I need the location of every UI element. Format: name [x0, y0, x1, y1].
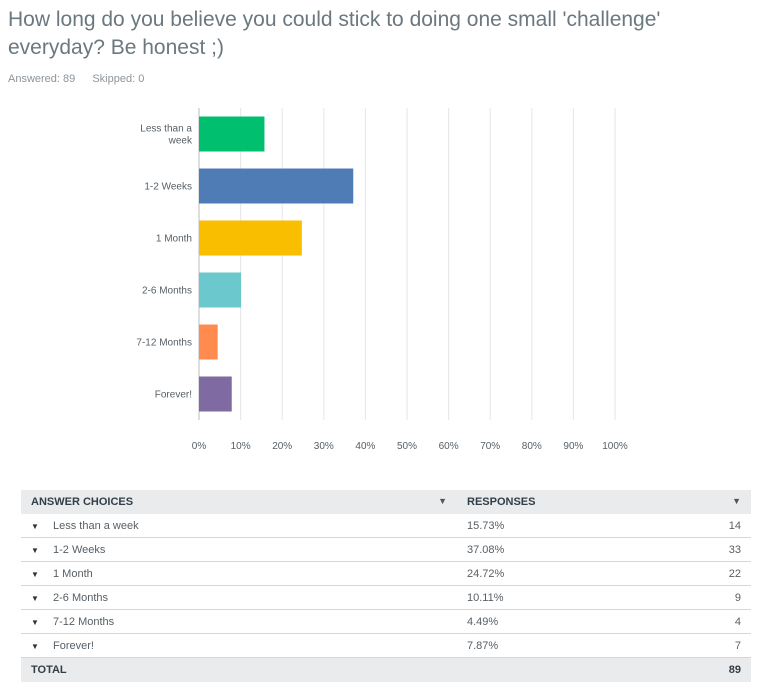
answer-choice-label: Less than a week	[53, 519, 139, 532]
category-label: Less than a	[140, 124, 192, 135]
expand-caret-icon[interactable]: ▼	[31, 569, 39, 579]
bar-chart: 0% 10% 20% 30% 40% 50% 60% 70% 80% 90% 100% Less th…	[136, 108, 628, 450]
total-row: TOTAL 89	[21, 657, 751, 682]
question-title: How long do you believe you could stick …	[8, 8, 661, 59]
response-percent: 24.72%	[457, 561, 646, 586]
category-label: 7-12 Months	[136, 338, 192, 349]
bar[interactable]	[199, 168, 354, 204]
answer-choices-header[interactable]: ANSWER CHOICES ▼	[21, 490, 457, 514]
x-tick-label: 30%	[314, 441, 334, 450]
category-label: 1 Month	[156, 234, 192, 245]
x-tick-label: 20%	[272, 441, 292, 450]
table-row[interactable]: ▼ Less than a week 15.73% 14	[21, 514, 751, 538]
response-percent: 7.87%	[457, 633, 646, 658]
x-tick-label: 60%	[439, 441, 459, 450]
response-percent: 10.11%	[457, 585, 646, 610]
answered-count: Answered: 89	[8, 73, 76, 85]
expand-caret-icon[interactable]: ▼	[31, 521, 39, 531]
table-row[interactable]: ▼ 1 Month 24.72% 22	[21, 561, 751, 586]
responses-table: ANSWER CHOICES ▼ RESPONSES ▼ ▼ Less than …	[21, 490, 751, 682]
response-percent: 4.49%	[457, 609, 646, 634]
answer-choice-cell[interactable]: ▼ 7-12 Months	[21, 609, 457, 634]
x-tick-label: 80%	[522, 441, 542, 450]
expand-caret-icon[interactable]: ▼	[31, 641, 39, 651]
response-stats: Answered: 89 Skipped: 0	[8, 73, 158, 85]
x-tick-label: 50%	[397, 441, 417, 450]
response-count: 4	[645, 609, 751, 634]
table-row[interactable]: ▼ Forever! 7.87% 7	[21, 633, 751, 658]
bar[interactable]	[199, 116, 265, 152]
answer-choice-label: 2-6 Months	[53, 591, 109, 604]
table-row[interactable]: ▼ 7-12 Months 4.49% 4	[21, 609, 751, 634]
total-count: 89	[645, 657, 751, 682]
x-tick-label: 100%	[602, 441, 628, 450]
x-tick-label: 40%	[355, 441, 375, 450]
table-header-row: ANSWER CHOICES ▼ RESPONSES ▼	[21, 490, 751, 514]
answer-choice-cell[interactable]: ▼ 1-2 Weeks	[21, 537, 457, 562]
answer-choice-cell[interactable]: ▼ 1 Month	[21, 561, 457, 586]
bar[interactable]	[199, 324, 218, 360]
responses-header-label: RESPONSES	[467, 496, 536, 508]
answer-choice-cell[interactable]: ▼ 2-6 Months	[21, 585, 457, 610]
total-label: TOTAL	[21, 657, 646, 682]
bar[interactable]	[199, 272, 242, 308]
bar[interactable]	[199, 376, 232, 412]
answer-choice-label: 1 Month	[53, 567, 93, 580]
answer-choice-cell[interactable]: ▼ Forever!	[21, 633, 457, 658]
bar[interactable]	[199, 220, 302, 256]
answer-choice-label: 7-12 Months	[53, 615, 115, 628]
answer-choice-label: 1-2 Weeks	[53, 543, 106, 556]
skipped-count: Skipped: 0	[92, 73, 145, 85]
category-label: 2-6 Months	[142, 286, 192, 297]
response-percent: 15.73%	[457, 514, 646, 538]
expand-caret-icon[interactable]: ▼	[31, 593, 39, 603]
answer-choice-cell[interactable]: ▼ Less than a week	[21, 514, 457, 538]
answer-choice-label: Forever!	[53, 639, 94, 652]
x-tick-label: 0%	[192, 441, 207, 450]
expand-caret-icon[interactable]: ▼	[31, 617, 39, 627]
response-count: 14	[645, 514, 751, 538]
answer-choices-header-label: ANSWER CHOICES	[31, 496, 134, 508]
sort-arrow-icon[interactable]: ▼	[732, 496, 741, 506]
responses-header[interactable]: RESPONSES ▼	[457, 490, 751, 514]
category-label: 1-2 Weeks	[144, 182, 192, 193]
response-count: 9	[645, 585, 751, 610]
x-tick-label: 70%	[480, 441, 500, 450]
category-label: week	[168, 136, 193, 147]
sort-arrow-icon[interactable]: ▼	[438, 496, 447, 506]
x-tick-label: 90%	[563, 441, 583, 450]
x-tick-label: 10%	[231, 441, 251, 450]
table-row[interactable]: ▼ 2-6 Months 10.11% 9	[21, 585, 751, 610]
expand-caret-icon[interactable]: ▼	[31, 545, 39, 555]
response-count: 7	[645, 633, 751, 658]
category-label: Forever!	[155, 390, 192, 401]
response-count: 33	[645, 537, 751, 562]
response-count: 22	[645, 561, 751, 586]
responses-table-container: ANSWER CHOICES ▼ RESPONSES ▼ ▼ Less than …	[21, 490, 751, 682]
response-percent: 37.08%	[457, 537, 646, 562]
table-row[interactable]: ▼ 1-2 Weeks 37.08% 33	[21, 537, 751, 562]
